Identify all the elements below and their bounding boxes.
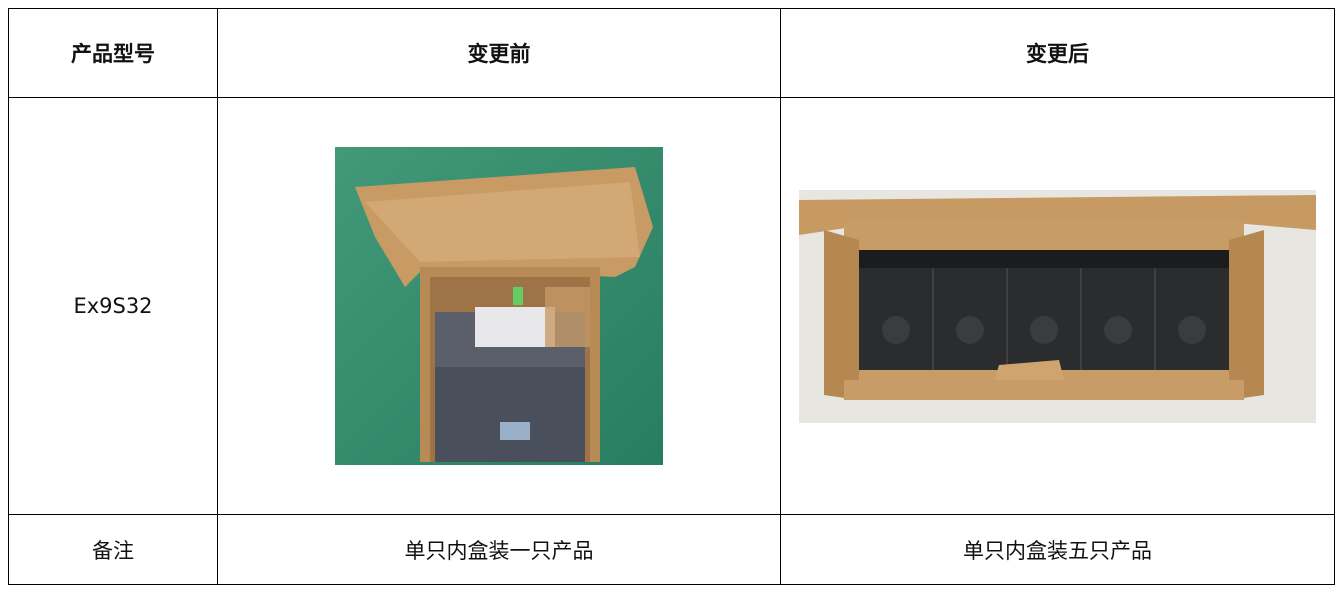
note-before-cell: 单只内盒装一只产品 [217,514,781,585]
note-label-cell: 备注 [8,514,218,585]
before-image-cell [217,97,781,515]
after-image-cell [780,97,1335,515]
header-cell: 变更后 [780,8,1335,98]
header-cell: 变更前 [217,8,781,98]
comparison-table: 产品型号 变更前 变更后 Ex9S32 [8,8,1335,585]
model-cell: Ex9S32 [8,97,218,515]
after-photo [799,189,1316,423]
image-row: Ex9S32 [8,97,1335,515]
header-row: 产品型号 变更前 变更后 [8,8,1335,98]
note-row: 备注 单只内盒装一只产品 单只内盒装五只产品 [8,514,1335,585]
before-photo [335,147,663,465]
header-cell: 产品型号 [8,8,218,98]
note-after-cell: 单只内盒装五只产品 [780,514,1335,585]
